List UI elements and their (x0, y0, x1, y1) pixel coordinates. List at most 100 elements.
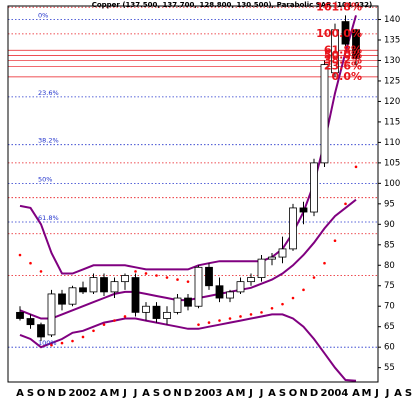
y-tick-label: 65 (384, 322, 395, 332)
candle-body (331, 29, 339, 74)
sar-dot (165, 276, 169, 279)
candle-body (152, 305, 161, 319)
x-tick-label: J (385, 388, 390, 399)
sar-dot (71, 339, 74, 343)
candle-body (163, 311, 171, 319)
x-tick-label: A (226, 388, 234, 399)
x-tick-label: A (100, 388, 108, 399)
sar-dot (81, 335, 85, 339)
candle-body (79, 287, 87, 293)
sar-dot (113, 319, 116, 322)
sar-dot (60, 341, 64, 345)
x-tick-label: M (362, 388, 372, 399)
candle-body (173, 297, 182, 313)
sar-dot (123, 315, 127, 318)
sar-dot (281, 302, 284, 306)
candle-body (89, 277, 98, 293)
x-tick-label: 2002 (69, 388, 97, 399)
candle-body (194, 266, 203, 307)
x-tick-label: M (110, 388, 120, 399)
x-tick-label: O (37, 388, 46, 399)
x-tick-label: S (153, 388, 160, 399)
sar-dot (239, 315, 242, 318)
y-tick-label: 80 (384, 261, 395, 271)
sar-dot (186, 280, 190, 283)
plot-frame (7, 5, 379, 383)
band-line (19, 15, 357, 275)
y-tick-label: 125 (384, 76, 400, 86)
x-tick-label: D (58, 388, 66, 399)
y-tick-label: 55 (384, 363, 395, 373)
retracement-label: 23.6% (38, 89, 59, 97)
candle-body (268, 256, 276, 260)
sar-dot (291, 296, 295, 300)
fib-label: 100.0% (316, 27, 362, 40)
sar-dot (228, 317, 232, 320)
chart-title: Copper (137.500, 137.700, 128.800, 130.5… (92, 1, 373, 9)
y-tick-label: 135 (384, 35, 400, 45)
sar-dot (354, 165, 358, 169)
candle-body (320, 64, 329, 164)
fib-label: 23.6% (324, 60, 362, 73)
retracement-label: 0% (38, 12, 48, 20)
candle-body (68, 287, 77, 305)
x-tick-label: S (405, 388, 412, 399)
y-tick-label: 140 (384, 15, 400, 25)
sar-dot (144, 272, 148, 275)
fib-label: 161.8% (316, 0, 362, 13)
retracement-label: 38.2% (38, 137, 59, 145)
candle-body (47, 293, 56, 336)
y-tick-label: 70 (384, 302, 395, 312)
retracement-label: 61.8% (38, 214, 59, 222)
sar-dot (176, 278, 179, 281)
candle-body (58, 293, 66, 305)
x-tick-label: A (394, 388, 402, 399)
candle-body (26, 318, 35, 326)
fib-label: 50.0% (324, 48, 362, 61)
y-tick-label: 85 (384, 240, 395, 250)
sar-dot (333, 239, 337, 242)
x-tick-label: A (16, 388, 24, 399)
x-tick-label: A (352, 388, 360, 399)
sar-dot (312, 276, 316, 279)
x-tick-label: N (47, 388, 55, 399)
fib-label: 61.8% (324, 43, 362, 56)
candle-body (37, 324, 45, 338)
x-tick-label: N (299, 388, 307, 399)
candle-body (299, 207, 308, 213)
candle-body (289, 207, 297, 250)
sar-dot (29, 261, 32, 265)
y-tick-label: 100 (384, 179, 400, 189)
candle-body (341, 21, 350, 45)
x-tick-label: A (268, 388, 276, 399)
x-tick-label: 2003 (195, 388, 223, 399)
y-tick-label: 115 (384, 117, 400, 127)
x-tick-label: S (279, 388, 286, 399)
sar-dot (197, 323, 200, 326)
candle-body (352, 29, 360, 59)
candle-body (310, 162, 318, 213)
sar-dot (218, 319, 221, 322)
plot-area (8, 6, 378, 382)
y-tick-label: 130 (384, 56, 400, 66)
candle-body (278, 248, 287, 258)
y-tick-label: 90 (384, 220, 395, 230)
y-tick-label: 95 (384, 199, 395, 209)
sar-dot (92, 329, 95, 333)
sar-dot (39, 270, 43, 273)
sar-dot (155, 274, 158, 277)
candle-body (16, 311, 24, 319)
x-tick-label: J (133, 388, 138, 399)
sar-dot (134, 270, 137, 273)
candle-body (236, 281, 245, 293)
sar-dot (207, 321, 211, 324)
x-tick-label: D (310, 388, 318, 399)
y-tick-label: 105 (384, 158, 400, 168)
y-tick-label: 110 (384, 138, 400, 148)
x-tick-label: J (248, 388, 253, 399)
x-tick-label: 2004 (321, 388, 349, 399)
sar-dot (302, 288, 305, 292)
candle-body (110, 281, 119, 293)
sar-dot (323, 261, 326, 265)
